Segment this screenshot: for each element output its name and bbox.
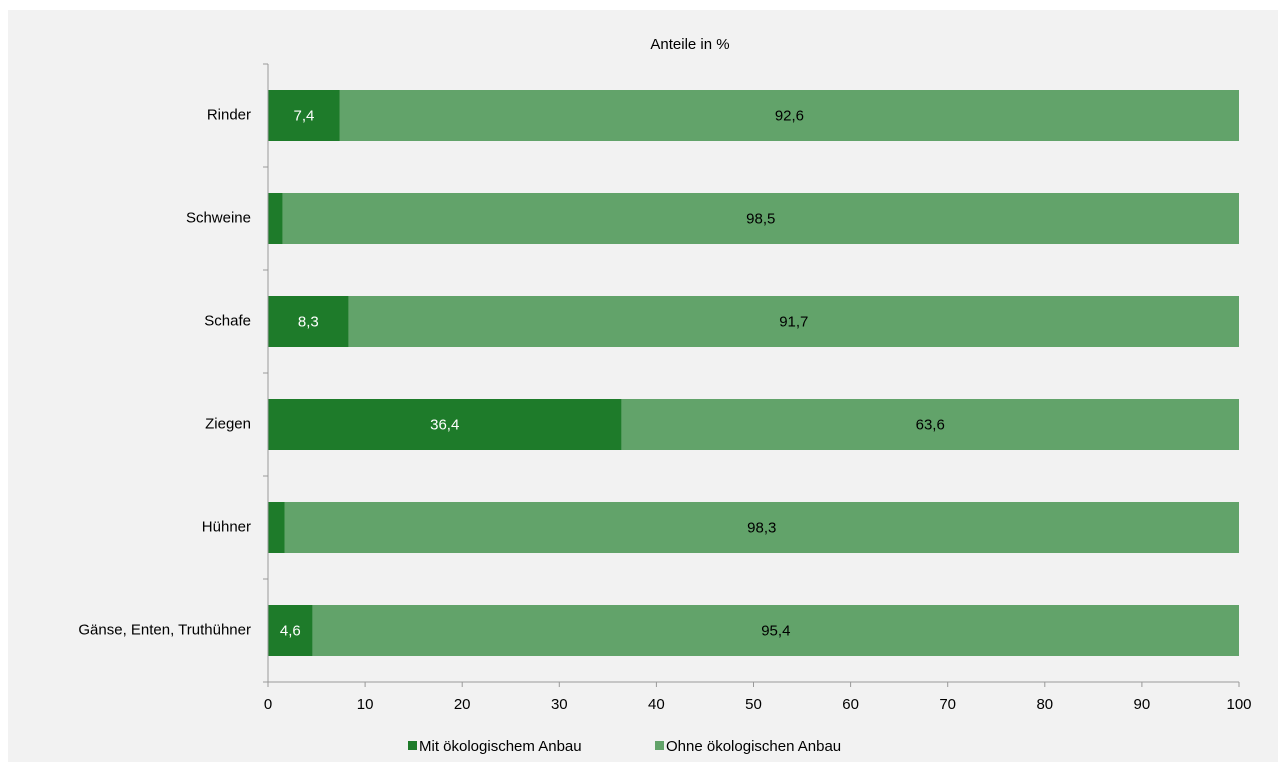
bar-segment: [282, 193, 1239, 244]
bar-segment: [339, 90, 1239, 141]
x-tick-label: 40: [648, 696, 665, 713]
data-label: 98,5: [746, 210, 775, 227]
data-label: 91,7: [779, 313, 808, 330]
legend: Mit ökologischem Anbau Ohne ökologischen …: [408, 738, 841, 755]
bar-segment: [348, 296, 1239, 347]
x-tick-label: 30: [551, 696, 568, 713]
bars-group: 7,492,61,598,58,391,736,463,61,798,34,69…: [268, 90, 1240, 656]
x-tick-label: 100: [1226, 696, 1251, 713]
x-tick-label: 20: [454, 696, 471, 713]
bar-segment: [268, 605, 313, 656]
data-label: 4,6: [280, 622, 301, 639]
x-tick-label: 0: [264, 696, 272, 713]
x-tick-label: 70: [939, 696, 956, 713]
legend-swatch: [408, 741, 417, 750]
x-tick-label: 50: [745, 696, 762, 713]
category-label: Schafe: [204, 312, 251, 329]
bar-segment: [621, 399, 1239, 450]
x-tick-label: 80: [1036, 696, 1053, 713]
bar-segment: [268, 296, 349, 347]
legend-label: Mit ökologischem Anbau: [419, 738, 582, 755]
data-label: 95,4: [761, 622, 790, 639]
bar-segment: [312, 605, 1239, 656]
bar-segment: [268, 502, 285, 553]
data-label: 7,4: [293, 107, 314, 124]
x-tick-label: 10: [357, 696, 374, 713]
chart-panel: Anteile in % 7,492,61,598,58,391,736,463…: [8, 10, 1278, 762]
data-label: 63,6: [916, 416, 945, 433]
axes-group: Rinder Schweine Schafe Ziegen Hühner Gänse, E…: [78, 63, 1252, 713]
category-label: Rinder: [207, 106, 251, 123]
bar-segment: [268, 90, 340, 141]
category-label: Hühner: [202, 518, 251, 535]
legend-swatch: [655, 741, 664, 750]
bar-segment: [268, 193, 283, 244]
x-tick-label: 90: [1134, 696, 1151, 713]
x-tick-label: 60: [842, 696, 859, 713]
category-label: Ziegen: [205, 415, 251, 432]
bar-segment: [284, 502, 1240, 553]
data-label: 92,6: [775, 107, 804, 124]
category-label: Schweine: [186, 209, 251, 226]
chart: Anteile in % 7,492,61,598,58,391,736,463…: [78, 36, 1252, 755]
data-label: 98,3: [747, 519, 776, 536]
data-label: 36,4: [430, 416, 459, 433]
category-label: Gänse, Enten, Truthühner: [78, 621, 251, 638]
legend-label: Ohne ökologischen Anbau: [666, 738, 841, 755]
data-label: 8,3: [298, 313, 319, 330]
chart-title: Anteile in %: [650, 36, 729, 53]
bar-segment: [268, 399, 622, 450]
